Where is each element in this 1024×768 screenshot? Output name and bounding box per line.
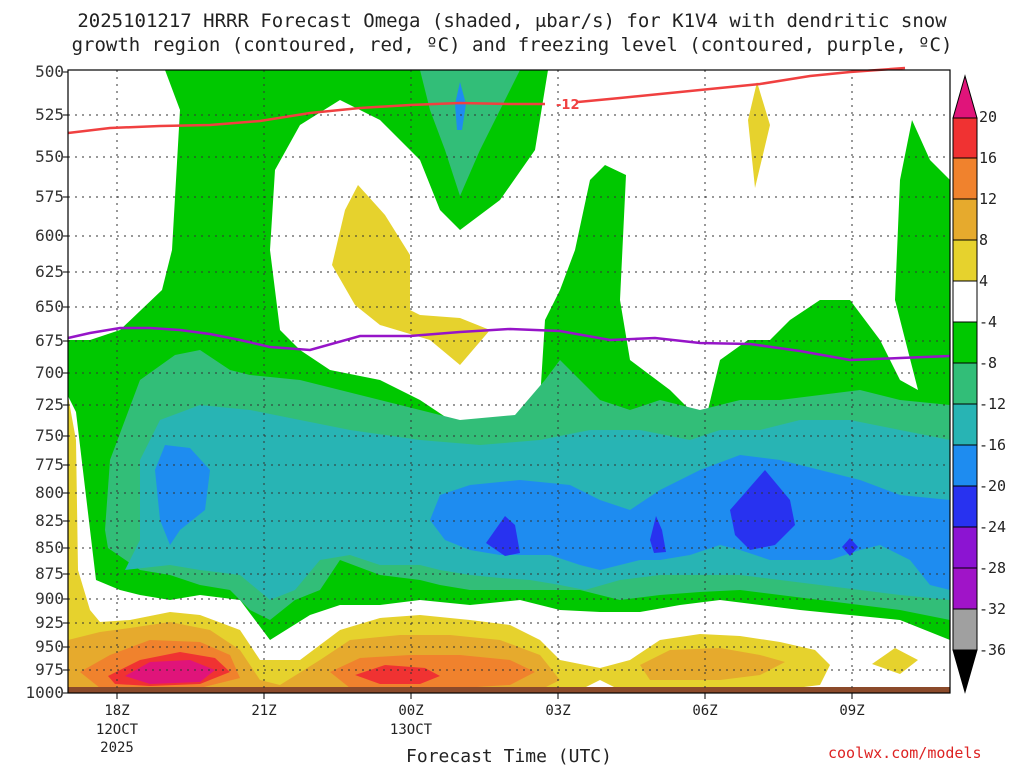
pressure-tick-label: 825 <box>35 511 64 530</box>
source-credit: coolwx.com/models <box>828 744 982 762</box>
pressure-tick-label: 625 <box>35 262 64 281</box>
omega-region-dark-blue-2 <box>650 516 666 553</box>
pressure-tick-label: 525 <box>35 105 64 124</box>
grid-lines <box>68 70 950 693</box>
colorbar-swatch-white <box>952 280 978 323</box>
omega-region-blue-mid <box>430 455 950 590</box>
colorbar-label: -16 <box>979 436 1007 454</box>
colorbar-label: 12 <box>979 190 998 208</box>
colorbar-label: 16 <box>979 149 998 167</box>
colorbar-swatch-violet <box>952 567 978 610</box>
colorbar-label: -36 <box>979 641 1007 659</box>
colorbar-swatch-dark-gold <box>952 198 978 241</box>
time-tick-label: 03Z <box>545 703 571 719</box>
colorbar-label: -32 <box>979 600 1007 618</box>
time-tick-label: 06Z <box>692 703 718 719</box>
pressure-tick-label: 500 <box>35 62 64 81</box>
colorbar-label: 8 <box>979 231 989 249</box>
colorbar-swatch-sea-green <box>952 362 978 405</box>
pressure-tick-label: 925 <box>35 613 64 632</box>
pressure-tick-label: 775 <box>35 455 64 474</box>
colorbar-swatch-dark-blue <box>952 485 978 528</box>
y-ticks <box>63 71 68 694</box>
colorbar-swatch-purple <box>952 526 978 569</box>
date-tick-sublabel: 2025 <box>100 740 134 756</box>
colorbar-swatch-red <box>952 117 978 159</box>
omega-region-yellow-small-right <box>872 648 918 674</box>
omega-region-gold-right <box>640 648 785 680</box>
pressure-tick-label: 850 <box>35 538 64 557</box>
colorbar-bottom-arrow <box>952 649 978 694</box>
omega-region-yellow-upper-right <box>748 82 770 188</box>
colorbar-label: -12 <box>979 395 1007 413</box>
x-ticks <box>116 693 853 699</box>
pressure-tick-label: 950 <box>35 637 64 656</box>
date-tick-sublabel: 12OCT <box>95 722 139 738</box>
x-axis-title: Forecast Time (UTC) <box>406 746 612 767</box>
omega-region-blue-upper <box>455 82 466 130</box>
omega-shading <box>68 70 950 693</box>
chart-title-line-1: 2025101217 HRRR Forecast Omega (shaded, … <box>77 10 947 32</box>
colorbar-swatch-blue <box>952 444 978 487</box>
colorbar-swatch-yellow <box>952 239 978 282</box>
pressure-tick-label: 725 <box>35 395 64 414</box>
dendritic-growth-contour <box>67 101 545 135</box>
pressure-tick-label: 750 <box>35 426 64 445</box>
omega-region-dark-blue-1 <box>486 516 520 556</box>
colorbar-label: -24 <box>979 518 1007 536</box>
pressure-tick-label: 900 <box>35 589 64 608</box>
colorbar-label: 4 <box>979 272 989 290</box>
time-tick-label: 09Z <box>839 703 865 719</box>
colorbar-swatch-gray <box>952 608 978 651</box>
time-tick-label: 00Z <box>398 703 424 719</box>
colorbar <box>952 74 978 694</box>
colorbar-top-arrow <box>952 74 978 119</box>
omega-region-sea-green-upper <box>420 70 520 196</box>
time-tick-label: 21Z <box>251 703 277 719</box>
chart-title-line-2: growth region (contoured, red, ºC) and f… <box>71 34 953 56</box>
omega-region-blue <box>155 445 210 545</box>
omega-region-dark-blue-4 <box>842 538 858 556</box>
pressure-tick-label: 1000 <box>25 683 64 702</box>
pressure-tick-label: 550 <box>35 147 64 166</box>
colorbar-label: 20 <box>979 108 998 126</box>
omega-region-pink <box>125 660 215 684</box>
ground-strip <box>68 687 950 693</box>
colorbar-label: -8 <box>979 354 998 372</box>
colorbar-swatch-green <box>952 321 978 364</box>
colorbar-swatch-orange <box>952 157 978 200</box>
time-tick-label: 18Z <box>104 703 130 719</box>
colorbar-label: -20 <box>979 477 1007 495</box>
pressure-tick-label: 975 <box>35 660 64 679</box>
omega-region-dark-blue-3 <box>730 470 795 550</box>
plot-frame <box>67 69 951 694</box>
pressure-tick-label: 875 <box>35 564 64 583</box>
pressure-tick-label: 700 <box>35 363 64 382</box>
date-tick-sublabel: 13OCT <box>389 722 433 738</box>
freezing-level-contour <box>67 326 951 362</box>
colorbar-swatch-teal <box>952 403 978 446</box>
pressure-tick-label: 650 <box>35 297 64 316</box>
omega-region-orange-mid <box>330 655 535 688</box>
pressure-tick-label: 800 <box>35 483 64 502</box>
colorbar-label: -28 <box>979 559 1007 577</box>
dendritic-growth-contour-right <box>577 66 906 104</box>
pressure-tick-label: 675 <box>35 331 64 350</box>
pressure-tick-label: 575 <box>35 187 64 206</box>
colorbar-label: -4 <box>979 313 998 331</box>
dendritic-contour-label: -12 <box>556 98 580 113</box>
omega-region-yellow-upper <box>332 185 490 365</box>
pressure-tick-label: 600 <box>35 226 64 245</box>
